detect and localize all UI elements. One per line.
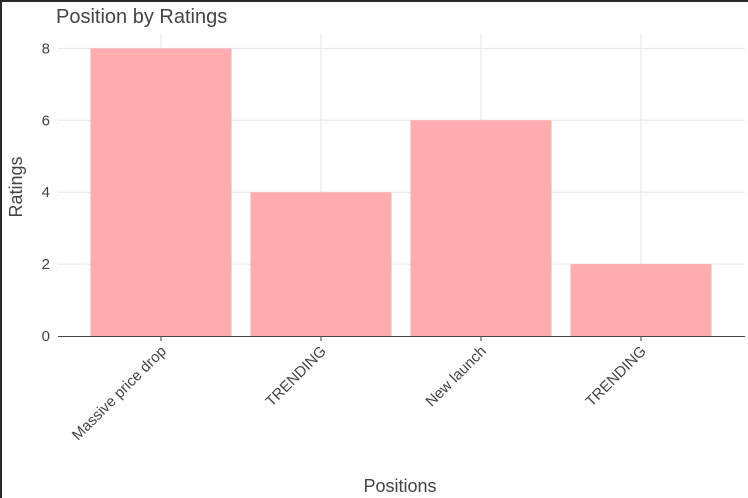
y-tick-label: 8 [42, 40, 50, 57]
x-tick-label: TRENDING [582, 343, 649, 410]
x-tick-label: Massive price drop [69, 343, 170, 444]
bars [90, 48, 712, 337]
x-axis-title: Positions [363, 476, 436, 496]
y-tick-label: 4 [42, 184, 50, 201]
chart-title: Position by Ratings [56, 6, 227, 28]
y-axis-title: Ratings [6, 156, 26, 217]
y-tick-label: 6 [42, 112, 50, 129]
y-tick-label: 0 [42, 328, 50, 345]
y-tick-label: 2 [42, 256, 50, 273]
bar[interactable] [90, 48, 232, 336]
x-tick-label: TRENDING [262, 343, 329, 410]
bar[interactable] [410, 120, 552, 337]
bar[interactable] [570, 264, 712, 336]
bar[interactable] [250, 192, 392, 336]
x-tick-label: New launch [422, 343, 489, 410]
